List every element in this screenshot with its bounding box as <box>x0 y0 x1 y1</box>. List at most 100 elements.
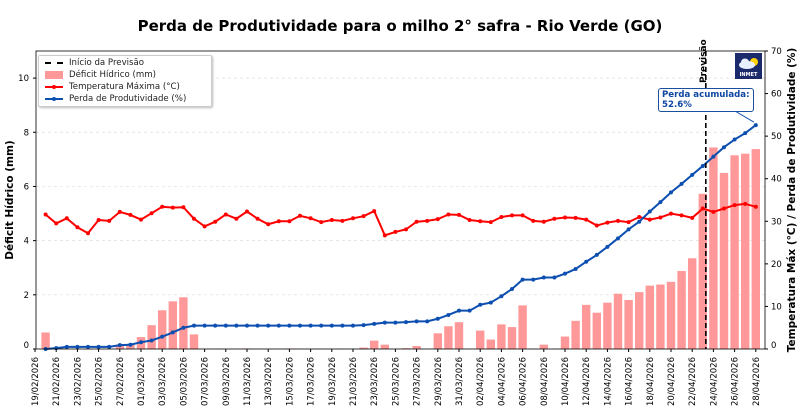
productivity-loss-point <box>531 277 536 282</box>
annotation-line1: Perda acumulada: <box>662 90 750 100</box>
productivity-loss-point <box>732 137 737 142</box>
productivity-loss-point <box>298 323 302 328</box>
chart-title: Perda de Produtividade para o milho 2° s… <box>137 17 663 35</box>
productivity-loss-point <box>520 277 525 282</box>
deficit-bar <box>666 281 676 349</box>
temperature-point <box>520 213 525 218</box>
temperature-point <box>690 215 695 220</box>
inmet-logo: INMET <box>735 53 762 79</box>
temperature-point <box>128 212 133 217</box>
right-tick-label: 70 <box>771 47 782 57</box>
left-tick-label: 0 <box>24 341 29 351</box>
temperature-point <box>563 215 567 220</box>
temperature-point <box>75 225 80 230</box>
productivity-loss-point <box>202 323 207 328</box>
productivity-loss-point <box>128 342 133 347</box>
legend-item-forecast: Início da Previsão <box>45 57 144 69</box>
series-lines <box>43 51 758 351</box>
temperature-point <box>64 216 69 221</box>
temperature-point <box>213 219 218 224</box>
productivity-loss-point <box>96 344 101 349</box>
x-tick-label: 23/03/2026 <box>370 357 380 406</box>
deficit-bar <box>497 324 506 349</box>
temperature-point <box>245 209 249 214</box>
right-tick-label: 0 <box>771 341 776 351</box>
annotation-arrow <box>734 110 755 123</box>
deficit-bar <box>645 285 654 349</box>
temperature-point <box>181 205 186 210</box>
temperature-point <box>96 218 101 223</box>
productivity-loss-point <box>457 308 461 313</box>
deficit-bar <box>486 339 495 349</box>
productivity-loss-point <box>64 344 69 349</box>
temperature-point <box>223 212 228 217</box>
deficit-bar <box>582 304 591 349</box>
legend-label: Início da Previsão <box>69 58 145 68</box>
temperature-point <box>658 215 663 220</box>
left-axis-label: Déficit Hídrico (mm) <box>4 140 16 259</box>
temperature-point <box>467 218 472 223</box>
x-tick-label: 21/02/2026 <box>52 357 62 406</box>
productivity-loss-point <box>192 323 196 328</box>
plot-border <box>35 50 766 350</box>
legend: Início da Previsão Déficit Hídrico (mm) … <box>38 55 212 107</box>
productivity-loss-point <box>234 323 239 328</box>
temperature-point <box>86 231 90 236</box>
deficit-bar <box>359 347 368 349</box>
x-tick-label: 26/04/2026 <box>731 357 741 406</box>
productivity-loss-point <box>541 275 546 280</box>
temperature-point <box>722 206 726 211</box>
temperature-point <box>202 224 207 229</box>
x-tick-label: 10/04/2026 <box>561 357 571 406</box>
deficit-bar <box>751 149 760 349</box>
deficit-bar <box>741 153 750 349</box>
left-tick-label: 4 <box>24 237 29 247</box>
temperature-point <box>753 204 758 209</box>
x-tick-label: 05/03/2026 <box>179 357 189 406</box>
productivity-loss-point <box>245 323 249 328</box>
x-tick-label: 09/03/2026 <box>222 357 232 406</box>
temperature-point <box>117 209 122 214</box>
logo-text: INMET <box>739 72 758 78</box>
productivity-loss-point <box>266 323 271 328</box>
productivity-loss-point <box>287 323 292 328</box>
deficit-bar <box>444 326 453 349</box>
x-tick-label: 31/03/2026 <box>455 357 465 406</box>
deficit-bar <box>168 301 177 349</box>
x-tick-label: 19/03/2026 <box>328 357 338 406</box>
left-tick-label: 2 <box>24 291 29 301</box>
x-tick-label: 18/04/2026 <box>646 357 656 406</box>
x-tick-label: 02/04/2026 <box>476 357 486 406</box>
temperature-point <box>361 214 366 219</box>
productivity-loss-point <box>107 344 112 349</box>
deficit-bar <box>635 292 644 349</box>
temperature-point <box>329 218 334 223</box>
productivity-loss-point <box>329 323 334 328</box>
temperature-point <box>298 213 302 218</box>
x-tick-label: 24/04/2026 <box>709 357 719 406</box>
productivity-loss-point <box>467 308 472 313</box>
x-tick-label: 08/04/2026 <box>540 357 550 406</box>
x-tick-label: 14/04/2026 <box>603 357 613 406</box>
right-tick-label: 10 <box>771 302 782 312</box>
productivity-loss-point <box>510 286 514 291</box>
grid <box>36 77 765 350</box>
productivity-loss-point <box>361 323 366 328</box>
x-tick-label: 22/04/2026 <box>688 357 698 406</box>
temperature-point <box>552 216 557 221</box>
productivity-loss-point <box>690 172 695 177</box>
productivity-loss-point <box>700 163 705 168</box>
deficit-bar <box>624 299 633 349</box>
productivity-loss-point <box>563 271 567 276</box>
deficit-bar <box>730 155 739 349</box>
temperature-point <box>54 221 59 226</box>
deficit-bar <box>539 344 548 349</box>
temperature-point <box>139 217 143 222</box>
productivity-loss-point <box>170 330 175 335</box>
productivity-loss-point <box>679 181 684 186</box>
productivity-loss-point <box>213 323 218 328</box>
productivity-loss-point <box>637 219 642 224</box>
deficit-bar <box>370 340 379 349</box>
legend-label: Temperatura Máxima (°C) <box>69 82 180 92</box>
temperature-point <box>149 211 154 216</box>
